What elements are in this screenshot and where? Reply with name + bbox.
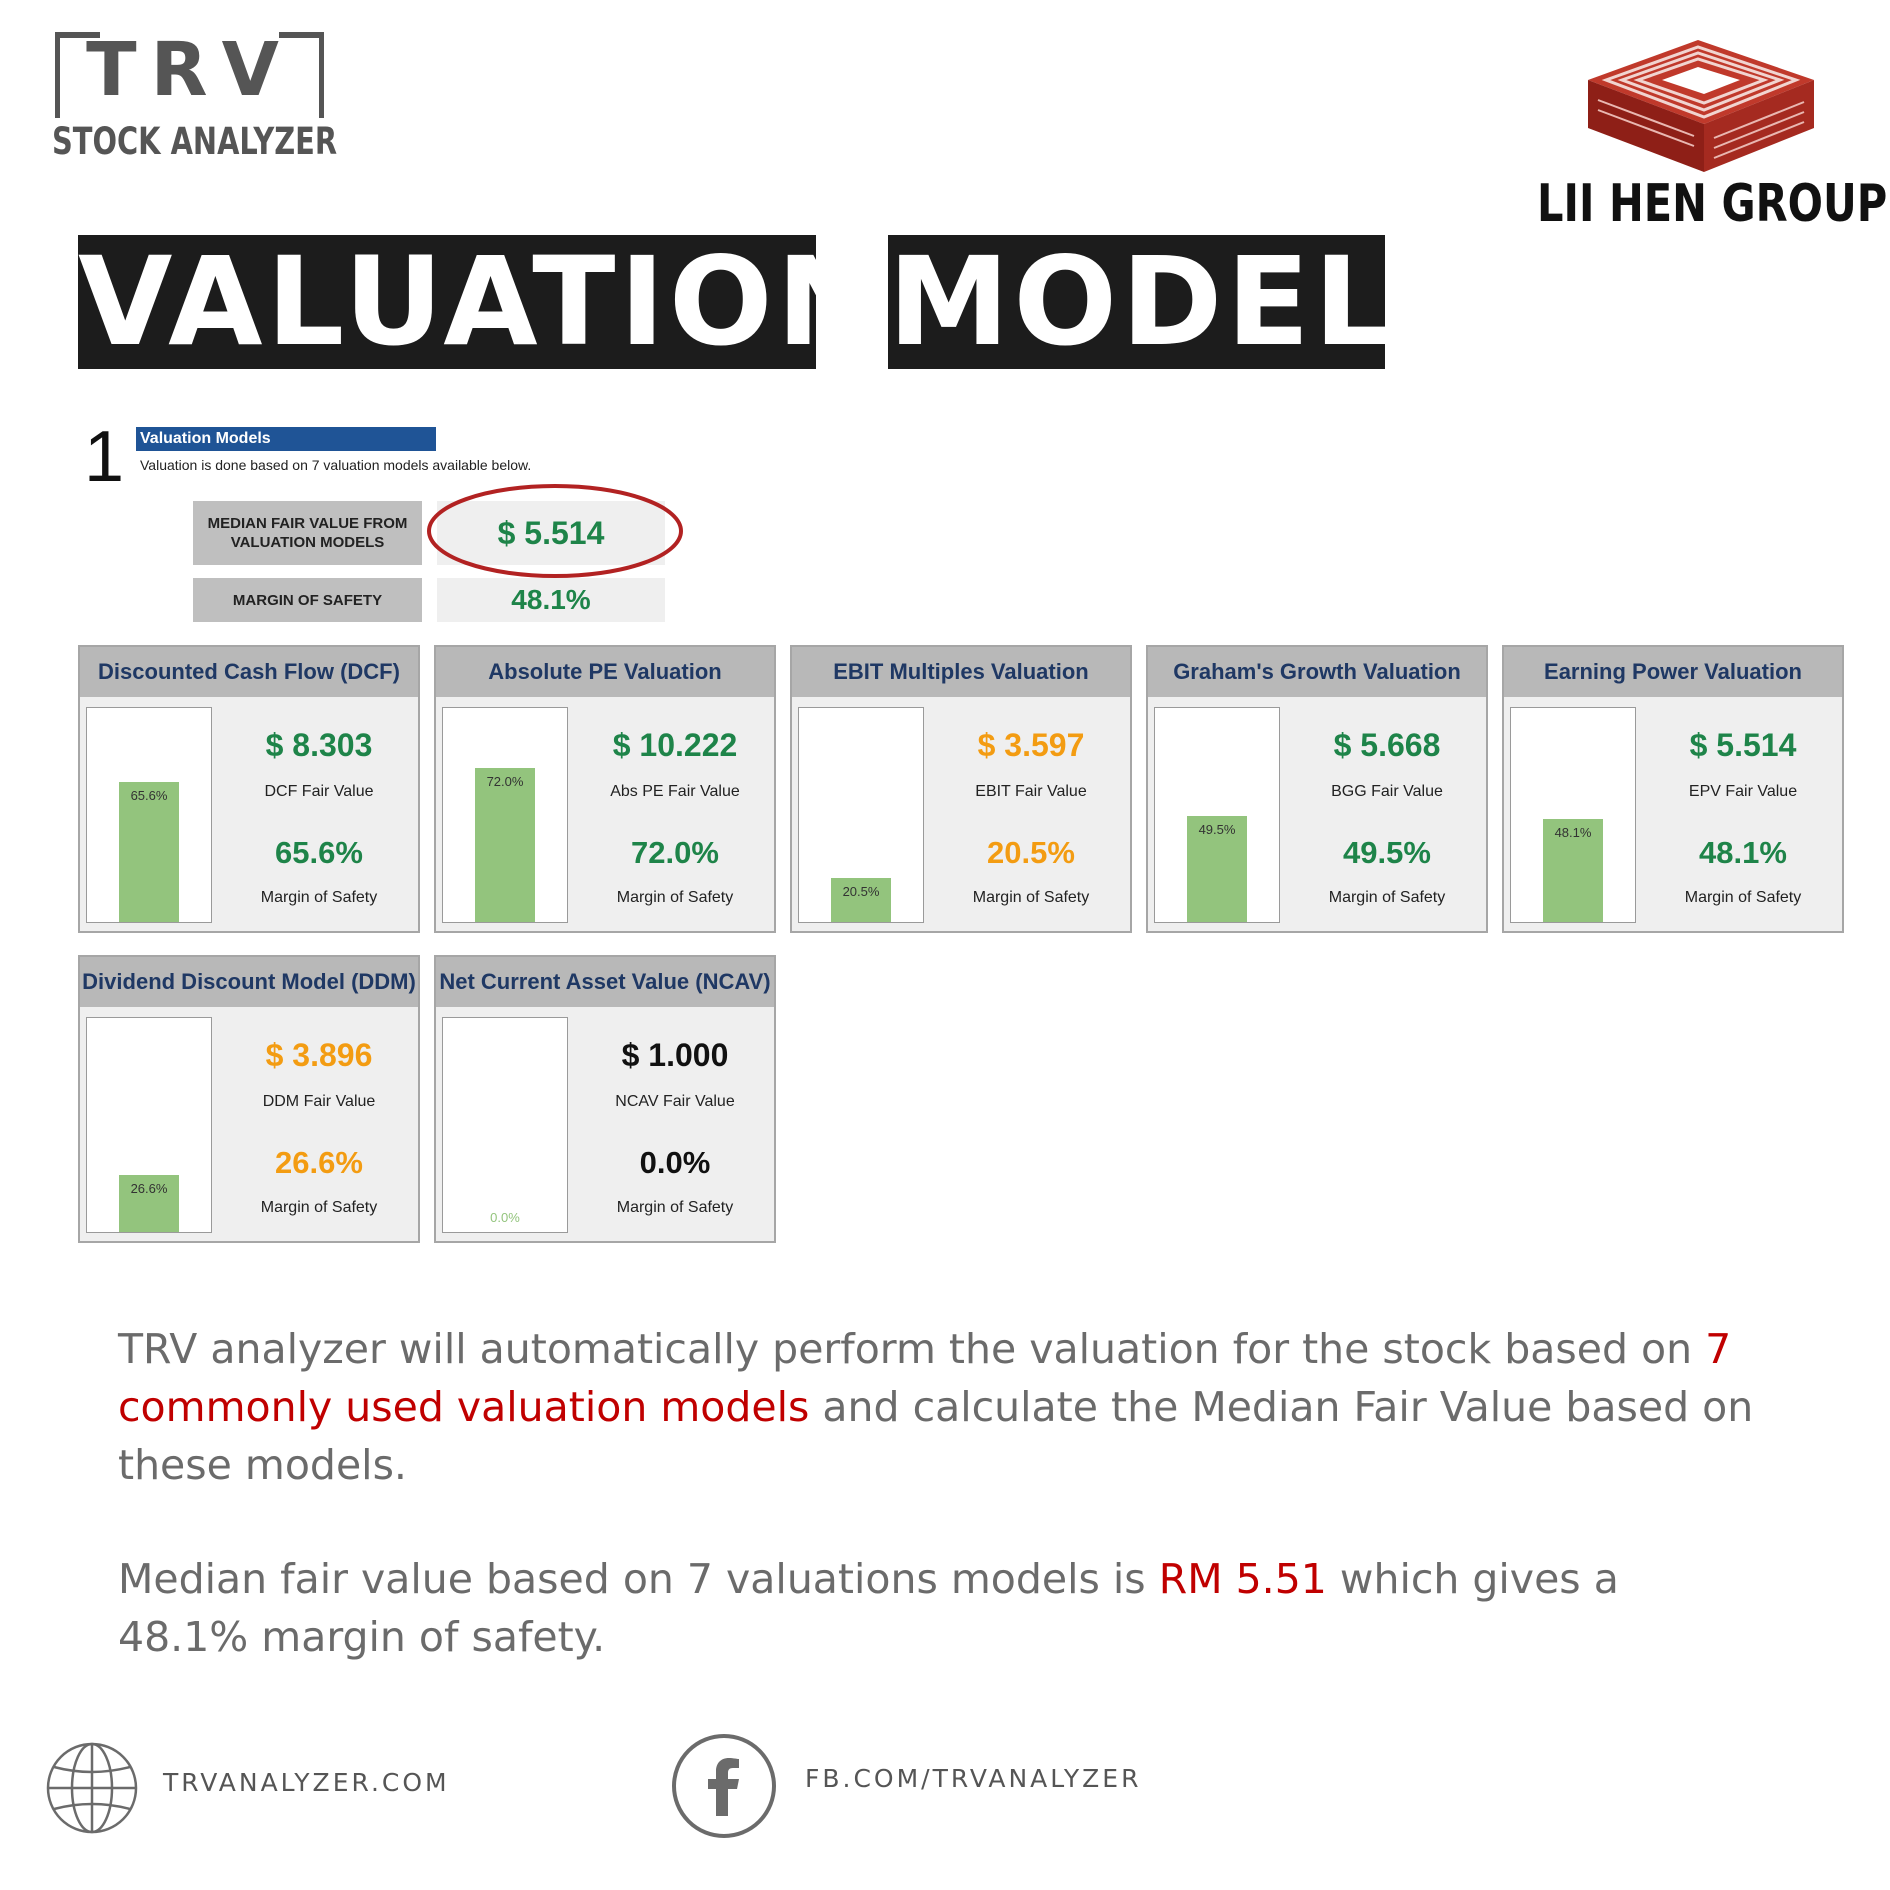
margin-of-safety-percent: 48.1% [1699,835,1787,870]
bar-label: 20.5% [842,884,880,899]
page-title-word-1: VALUATION [78,235,816,369]
fair-value: $ 3.597 [977,727,1085,763]
fair-value-label: BGG Fair Value [1331,783,1443,800]
fair-value-label: DCF Fair Value [264,783,374,800]
fair-value: $ 5.514 [1689,727,1797,763]
section-description: Valuation is done based on 7 valuation m… [140,457,532,473]
facebook-link[interactable]: FB.COM/TRVANALYZER [805,1764,1142,1793]
median-fair-value: $ 5.514 [437,501,665,565]
bar-label: 72.0% [486,774,524,789]
card-title: Absolute PE Valuation [436,647,774,697]
margin-of-safety-label: MARGIN OF SAFETY [193,578,422,622]
fair-value-label: EBIT Fair Value [975,783,1087,800]
p1-text-b: and calculate the Median Fair Value base… [118,1383,1754,1489]
margin-of-safety-bar [119,1175,179,1232]
trv-logo-letters: TRV [86,27,293,113]
median-fair-value-label: MEDIAN FAIR VALUE FROM VALUATION MODELS [193,501,422,565]
globe-icon [46,1742,138,1834]
card-title: Graham's Growth Valuation [1148,647,1486,697]
card-title: Net Current Asset Value (NCAV) [436,957,774,1007]
bar-frame: 26.6% [86,1017,212,1233]
valuation-card: Absolute PE Valuation 72.0% $ 10.222 Abs PE… [434,645,776,933]
fair-value: $ 8.303 [265,727,373,763]
bar-frame: 20.5% [798,707,924,923]
margin-of-safety-percent: 0.0% [639,1145,711,1180]
margin-of-safety-value: 48.1% [437,578,665,622]
lii-hen-logo-icon [1588,40,1814,172]
p2-highlight: RM 5.51 [1158,1555,1327,1603]
margin-of-safety-percent: 72.0% [631,835,719,870]
section-number: 1 [84,417,125,497]
margin-of-safety-bar [475,768,535,922]
fair-value-label: DDM Fair Value [262,1093,376,1110]
fair-value-label: NCAV Fair Value [615,1093,735,1110]
bar-frame: 0.0% [442,1017,568,1233]
margin-of-safety-caption: Margin of Safety [616,1199,734,1216]
trv-logo-frame [55,30,324,118]
facebook-icon[interactable] [670,1732,778,1840]
margin-of-safety-bar [1543,819,1603,922]
bar-frame: 48.1% [1510,707,1636,923]
p2-text-a: Median fair value based on 7 valuations … [118,1555,1159,1603]
p1-text-a: TRV analyzer will automatically perform … [118,1325,1706,1373]
section-header: Valuation Models [136,427,436,451]
card-title: Earning Power Valuation [1504,647,1842,697]
bar-label: 0.0% [490,1210,520,1225]
margin-of-safety-caption: Margin of Safety [972,889,1090,906]
card-title: Discounted Cash Flow (DCF) [80,647,418,697]
card-title: Dividend Discount Model (DDM) [80,957,418,1007]
fair-value-label: EPV Fair Value [1688,783,1798,800]
bar-label: 48.1% [1554,825,1592,840]
valuation-card: Discounted Cash Flow (DCF) 65.6% $ 8.303 DC… [78,645,420,933]
margin-of-safety-caption: Margin of Safety [260,889,378,906]
fair-value: $ 1.000 [621,1037,729,1073]
bar-label: 26.6% [130,1181,168,1196]
margin-of-safety-percent: 26.6% [275,1145,363,1180]
p1-highlight: 7 commonly used valuation models [118,1325,1732,1431]
bar-frame: 65.6% [86,707,212,923]
margin-of-safety-caption: Margin of Safety [260,1199,378,1216]
p2-text-b: which gives a 48.1% margin of safety. [118,1555,1619,1661]
margin-of-safety-bar [831,878,891,922]
fair-value: $ 10.222 [612,727,738,763]
description-paragraph-1: TRV analyzer will automatically perform … [118,1320,1758,1494]
card-title: EBIT Multiples Valuation [792,647,1130,697]
bar-label: 49.5% [1198,822,1236,837]
website-link[interactable]: TRVANALYZER.COM [163,1768,450,1797]
fair-value: $ 3.896 [265,1037,373,1073]
valuation-card: Graham's Growth Valuation 49.5% $ 5.668 BGG… [1146,645,1488,933]
margin-of-safety-percent: 20.5% [987,835,1075,870]
fair-value-label: Abs PE Fair Value [610,783,740,800]
valuation-card: Dividend Discount Model (DDM) 26.6% $ 3.89… [78,955,420,1243]
valuation-card: EBIT Multiples Valuation 20.5% $ 3.597 EBIT… [790,645,1132,933]
margin-of-safety-bar [119,782,179,922]
margin-of-safety-caption: Margin of Safety [616,889,734,906]
bar-frame: 72.0% [442,707,568,923]
page-title-word-2: MODELS [888,235,1385,369]
bar-label: 65.6% [130,788,168,803]
valuation-card: Earning Power Valuation 48.1% $ 5.514 EPV F… [1502,645,1844,933]
valuation-card: Net Current Asset Value (NCAV) 0.0% $ 1.00… [434,955,776,1243]
margin-of-safety-bar [1187,816,1247,922]
margin-of-safety-caption: Margin of Safety [1684,889,1802,906]
margin-of-safety-percent: 65.6% [275,835,363,870]
bar-frame: 49.5% [1154,707,1280,923]
company-name: LII HEN GROUP [1537,174,1888,234]
description-paragraph-2: Median fair value based on 7 valuations … [118,1550,1758,1666]
margin-of-safety-caption: Margin of Safety [1328,889,1446,906]
trv-logo-subtitle: STOCK ANALYZER [52,120,338,163]
margin-of-safety-percent: 49.5% [1343,835,1431,870]
fair-value: $ 5.668 [1333,727,1441,763]
highlight-ellipse-icon [427,484,683,578]
